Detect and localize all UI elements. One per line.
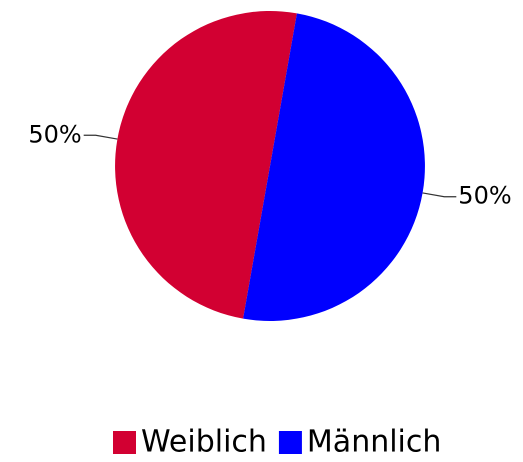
legend-label: Männlich bbox=[307, 425, 441, 460]
legend-swatch bbox=[278, 431, 302, 454]
leader-line bbox=[83, 134, 118, 140]
legend-swatch bbox=[113, 431, 136, 454]
legend-label: Weiblich bbox=[141, 425, 267, 460]
leader-line bbox=[422, 192, 457, 198]
data-label: 50% bbox=[28, 120, 81, 148]
data-label: 50% bbox=[458, 182, 511, 210]
pie-slice bbox=[115, 11, 297, 319]
pie-slice bbox=[243, 13, 425, 321]
